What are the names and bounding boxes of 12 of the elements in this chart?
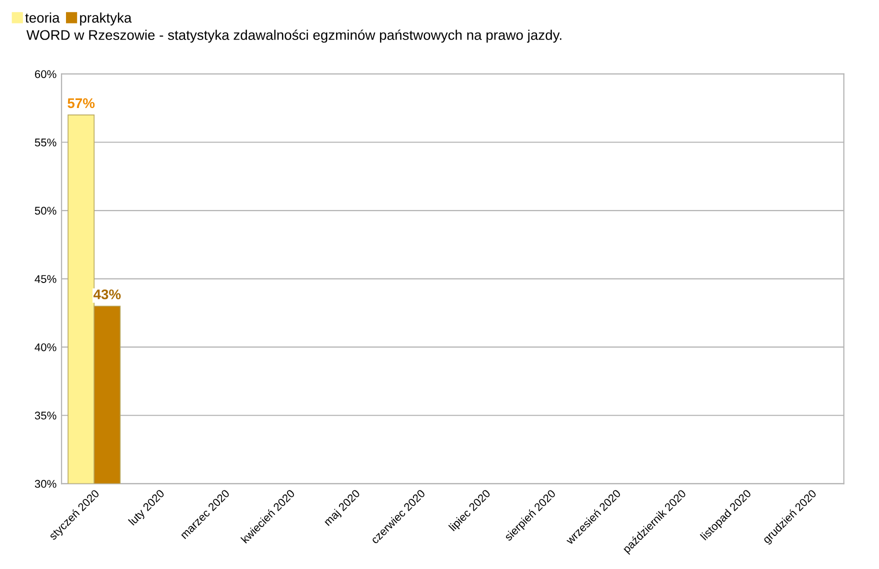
data-label: 43% — [93, 289, 121, 300]
y-tick-label: 45% — [34, 275, 56, 283]
y-tick-label: 30% — [34, 480, 56, 488]
data-label: 57% — [68, 98, 95, 108]
y-tick-label: 60% — [34, 70, 56, 78]
y-tick-label: 50% — [34, 206, 56, 215]
y-tick-label: 35% — [34, 412, 56, 420]
legend-label: praktyka — [80, 12, 132, 26]
legend-label: teoria — [25, 12, 60, 23]
y-tick-label: 40% — [34, 343, 56, 352]
y-tick-label: 55% — [34, 138, 56, 146]
chart-title: WORD w Rzeszowie - statystyka zdawalności egzminów państwowych na prawo jazdy. — [26, 30, 562, 43]
